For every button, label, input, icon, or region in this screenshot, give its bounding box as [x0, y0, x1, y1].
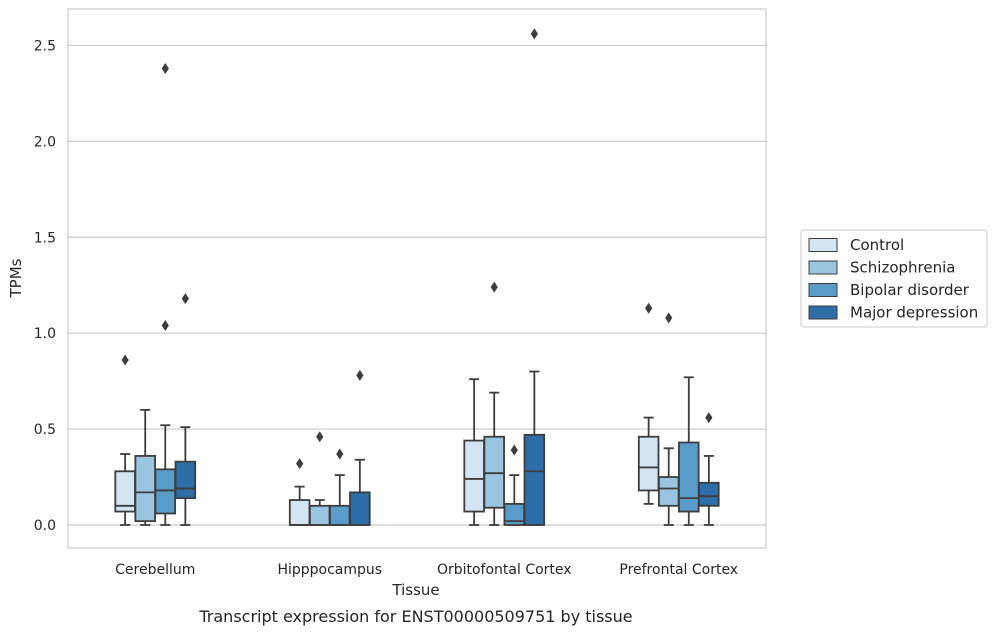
iqr-box [678, 441, 700, 513]
y-axis-label: TPMs [7, 258, 25, 298]
y-tick-labels: 0.0 0.5 1.0 1.5 2.0 2.5 [34, 38, 56, 534]
legend-label: Major depression [850, 304, 978, 322]
iqr-box [308, 504, 331, 526]
x-tick-labels: Cerebellum Hipppocampus Orbitofontal Corte… [115, 562, 738, 578]
outlier-point [296, 458, 304, 470]
outlier-point [181, 293, 189, 305]
iqr-box [329, 504, 351, 526]
outlier-point [490, 281, 498, 293]
outlier-point [316, 431, 324, 443]
box-group [349, 369, 371, 526]
iqr-box [288, 499, 311, 526]
box-group [463, 378, 485, 526]
iqr-box [174, 460, 197, 500]
iqr-box [154, 468, 177, 515]
x-tick-label: Cerebellum [115, 562, 195, 578]
legend-label: Schizophrenia [850, 259, 955, 277]
legend-swatch [808, 283, 838, 297]
outlier-point [510, 444, 518, 456]
iqr-box [134, 455, 156, 523]
iqr-box [463, 439, 485, 513]
box-group [483, 281, 505, 526]
grid-lines [68, 44, 766, 526]
figure-caption: Transcript expression for ENST0000050975… [198, 607, 632, 626]
box-group [637, 302, 660, 505]
outlier-point [161, 319, 169, 331]
box-group [698, 412, 720, 526]
iqr-box [637, 435, 660, 492]
legend-label: Bipolar disorder [850, 281, 970, 299]
y-tick-label: 2.5 [34, 38, 56, 54]
box-group [657, 312, 680, 526]
iqr-box [523, 433, 546, 526]
box-group [503, 444, 526, 526]
x-tick-label: Prefrontal Cortex [619, 562, 738, 578]
y-tick-label: 1.5 [34, 230, 56, 246]
outlier-point [530, 28, 538, 40]
box-group [154, 62, 177, 526]
legend-label: Control [850, 236, 904, 254]
outlier-point [705, 412, 713, 424]
box-group [114, 354, 136, 526]
outlier-point [665, 312, 673, 324]
box-group [329, 448, 351, 526]
y-tick-label: 1.0 [34, 326, 56, 342]
iqr-box [657, 476, 680, 507]
legend-swatch [808, 238, 838, 252]
y-tick-label: 0.0 [34, 518, 56, 534]
legend-frame [800, 229, 988, 328]
legend: Control Schizophrenia Bipolar disorder Majo… [800, 229, 988, 328]
outlier-point [336, 448, 344, 460]
box-group [134, 408, 156, 526]
box-series [114, 28, 720, 526]
outlier-point [161, 62, 169, 74]
outlier-point [121, 354, 129, 366]
box-group [174, 293, 197, 526]
legend-swatch [808, 305, 838, 320]
y-tick-label: 0.5 [34, 422, 56, 438]
iqr-box [349, 491, 371, 526]
plot-frame [67, 8, 767, 549]
outlier-point [645, 302, 653, 314]
box-group [523, 28, 546, 526]
x-tick-label: Hipppocampus [277, 562, 382, 578]
x-tick-label: Orbitofontal Cortex [437, 562, 572, 578]
iqr-box [698, 481, 720, 507]
box-group [678, 376, 700, 526]
box-group [308, 431, 331, 526]
iqr-box [483, 435, 505, 509]
outlier-point [356, 369, 364, 381]
y-tick-label: 2.0 [34, 134, 56, 150]
x-axis-label: Tissue [391, 581, 439, 599]
box-group [288, 458, 311, 526]
legend-swatch [808, 260, 838, 275]
